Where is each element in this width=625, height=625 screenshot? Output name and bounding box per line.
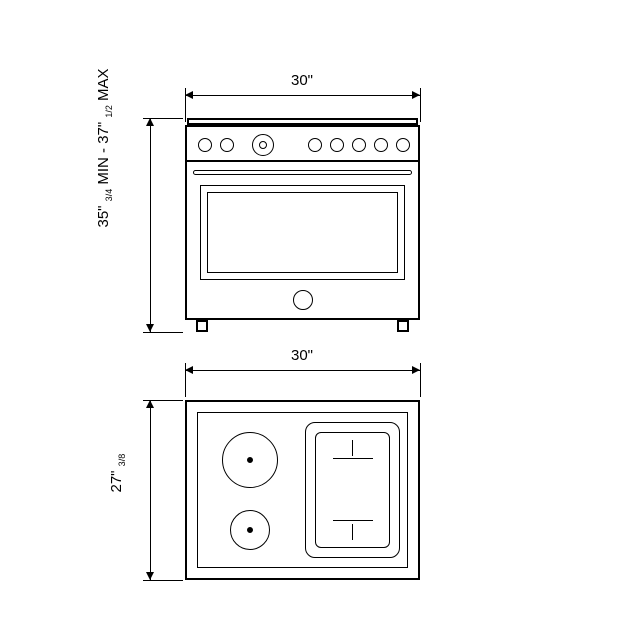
griddle-mark [333,458,373,459]
oven-window-inner [207,192,398,273]
dim-arrow [146,572,154,580]
leg [196,320,208,332]
burner-center-icon [247,527,253,533]
leg [397,320,409,332]
dim-tick [185,363,186,397]
dim-arrow [146,400,154,408]
knob-icon [396,138,410,152]
knob-icon [308,138,322,152]
dim-tick [420,88,421,122]
top-depth-label: 27" 3/8 [108,454,127,493]
griddle-mark [333,520,373,521]
dim-line [185,95,420,96]
badge-icon [293,290,313,310]
front-height-label: 35" 3/4 MIN - 37" 1/2 MAX [95,68,114,227]
dim-tick [143,580,183,581]
oven-handle [193,170,412,175]
dim-line [185,370,420,371]
dim-arrow [412,91,420,99]
top-width-label: 30" [291,347,313,364]
dim-tick [143,332,183,333]
knob-icon [198,138,212,152]
dim-tick [420,363,421,397]
backguard [187,118,418,125]
knob-inner-icon [259,141,267,149]
dim-arrow [146,118,154,126]
knob-icon [330,138,344,152]
dim-line [150,118,151,332]
dim-arrow [185,366,193,374]
dim-tick [143,400,183,401]
griddle-mark [352,440,353,456]
knob-icon [220,138,234,152]
dim-arrow [412,366,420,374]
front-width-label: 30" [291,72,313,89]
panel-divider [187,160,418,162]
dim-arrow [185,91,193,99]
dim-line [150,400,151,580]
dim-tick [143,118,183,119]
burner-center-icon [247,457,253,463]
griddle-mark [352,524,353,540]
dim-arrow [146,324,154,332]
knob-icon [352,138,366,152]
knob-icon [374,138,388,152]
dim-tick [185,88,186,122]
